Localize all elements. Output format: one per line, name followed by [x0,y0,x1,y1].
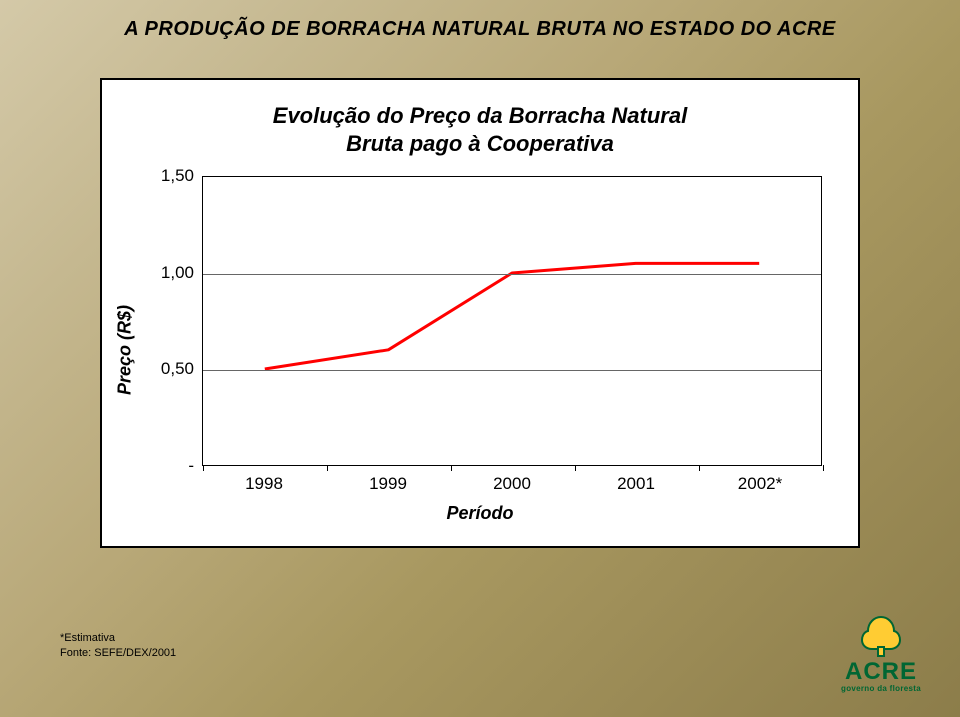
x-axis-label: Período [102,503,858,524]
page-title: A PRODUÇÃO DE BORRACHA NATURAL BRUTA NO … [0,18,960,41]
x-tick-label: 1998 [204,474,324,494]
footnote-estimate: *Estimativa [60,631,176,646]
data-line [203,177,821,465]
y-tick-label: 0,50 [146,359,194,379]
logo-text-main: ACRE [836,660,926,684]
logo-text-sub: governo da floresta [836,684,926,693]
chart-title-line2: Bruta pago à Cooperativa [346,131,614,156]
y-tick-label: 1,50 [146,166,194,186]
gridline [203,274,821,275]
y-axis-label: Preço (R$) [115,305,136,395]
x-tick-label: 2002* [700,474,820,494]
x-tick-label: 2001 [576,474,696,494]
plot-area [202,176,822,466]
chart-container: Evolução do Preço da Borracha Natural Br… [100,78,860,548]
x-tick-label: 1999 [328,474,448,494]
gridline [203,370,821,371]
x-tick-mark [823,465,824,471]
footnote: *Estimativa Fonte: SEFE/DEX/2001 [60,631,176,661]
tree-icon [854,614,908,658]
y-tick-label: - [146,456,194,476]
chart-title-line1: Evolução do Preço da Borracha Natural [273,103,687,128]
ylabel-holder: Preço (R$) [110,80,140,546]
chart-title: Evolução do Preço da Borracha Natural Br… [102,102,858,157]
x-tick-mark [327,465,328,471]
acre-logo: ACRE governo da floresta [836,614,926,693]
x-tick-mark [575,465,576,471]
y-tick-label: 1,00 [146,263,194,283]
x-tick-mark [203,465,204,471]
x-tick-mark [699,465,700,471]
x-tick-mark [451,465,452,471]
footnote-source: Fonte: SEFE/DEX/2001 [60,646,176,661]
x-tick-label: 2000 [452,474,572,494]
